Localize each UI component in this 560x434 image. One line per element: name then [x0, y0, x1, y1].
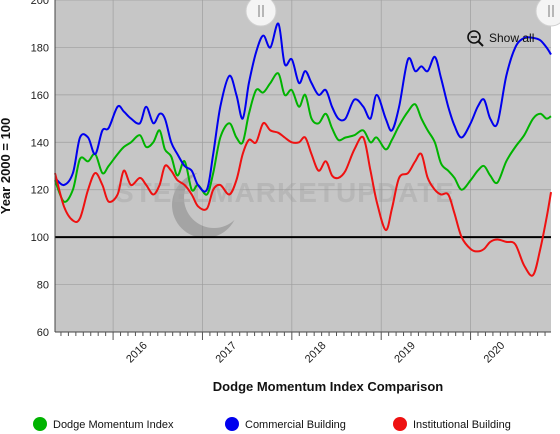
legend-marker [33, 417, 47, 431]
y-tick-label: 100 [31, 232, 49, 244]
plot-area [55, 0, 551, 332]
legend-marker [225, 417, 239, 431]
legend-marker [393, 417, 407, 431]
range-handle-left[interactable] [245, 0, 277, 27]
legend: Dodge Momentum Index Commercial Building I… [33, 417, 511, 431]
x-tick-label: 2018 [303, 340, 329, 366]
y-tick-label: 80 [37, 280, 49, 292]
series-layer [54, 22, 552, 277]
legend-item-commercial-building[interactable]: Commercial Building [225, 417, 346, 431]
show-all-label: Show all [489, 31, 534, 45]
x-tick-label: 2019 [392, 340, 418, 366]
x-tick-label: 2020 [482, 340, 508, 366]
x-tick-label: 2016 [124, 340, 150, 366]
y-tick-label: 200 [31, 0, 49, 7]
legend-label: Institutional Building [413, 419, 511, 431]
legend-label: Dodge Momentum Index [53, 419, 174, 431]
legend-item-dodge-momentum-index[interactable]: Dodge Momentum Index [33, 417, 174, 431]
y-axis-title: Year 2000 = 100 [0, 118, 13, 215]
zoom-out-icon [467, 30, 484, 47]
watermark-swoosh-cutout [184, 168, 244, 228]
watermark-text: STEELMARKETUPDATE [115, 177, 455, 208]
legend-label: Commercial Building [245, 419, 346, 431]
series-line-dodge-momentum-index [54, 72, 552, 203]
series-line-commercial-building [54, 22, 552, 193]
y-tick-label: 60 [37, 327, 49, 339]
x-tick-label: 2017 [213, 340, 239, 366]
y-tick-label: 160 [31, 90, 49, 102]
y-tick-label: 140 [31, 137, 49, 149]
x-axis: 2016 2017 2018 2019 2020 [55, 331, 551, 366]
range-handle-right[interactable] [535, 0, 560, 27]
x-axis-title: Dodge Momentum Index Comparison [213, 379, 443, 394]
y-axis: 60 80 100 120 140 160 180 200 [31, 0, 56, 339]
y-tick-label: 180 [31, 42, 49, 54]
series-line-institutional-building [54, 121, 552, 277]
legend-item-institutional-building[interactable]: Institutional Building [393, 417, 511, 431]
y-tick-label: 120 [31, 185, 49, 197]
show-all-button[interactable]: Show all [467, 30, 534, 47]
